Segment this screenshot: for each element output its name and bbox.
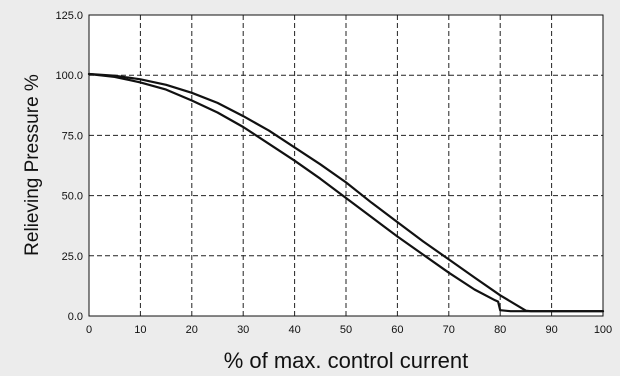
- y-tick-label: 75.0: [62, 130, 83, 142]
- y-tick-label: 100.0: [55, 70, 83, 82]
- x-tick-label: 30: [237, 324, 249, 336]
- y-tick-label: 0.0: [68, 311, 83, 323]
- x-tick-label: 40: [288, 324, 300, 336]
- y-tick-label: 50.0: [62, 191, 83, 203]
- data-series: [87, 72, 605, 313]
- x-tick-label: 10: [134, 324, 146, 336]
- tick-labels: 0 10 20 30 40 50 60 70 80 90 100 0.0 25.0 50.0 75.0 100…: [55, 10, 612, 336]
- x-axis-title: % of max. control current: [224, 348, 469, 373]
- y-tick-label: 25.0: [62, 251, 83, 263]
- x-tick-label: 100: [594, 324, 612, 336]
- plot-area: [89, 15, 603, 316]
- x-tick-label: 0: [86, 324, 92, 336]
- series-line-2: [87, 72, 605, 313]
- x-tick-label: 20: [186, 324, 198, 336]
- grid-lines: [89, 15, 603, 316]
- x-tick-label: 60: [391, 324, 403, 336]
- y-axis-title: Relieving Pressure %: [22, 74, 43, 256]
- x-tick-label: 70: [443, 324, 455, 336]
- plot-frame: [88, 14, 604, 317]
- x-tick-label: 50: [340, 324, 352, 336]
- y-tick-label: 125.0: [55, 10, 83, 22]
- x-tick-label: 80: [494, 324, 506, 336]
- x-tick-label: 90: [545, 324, 557, 336]
